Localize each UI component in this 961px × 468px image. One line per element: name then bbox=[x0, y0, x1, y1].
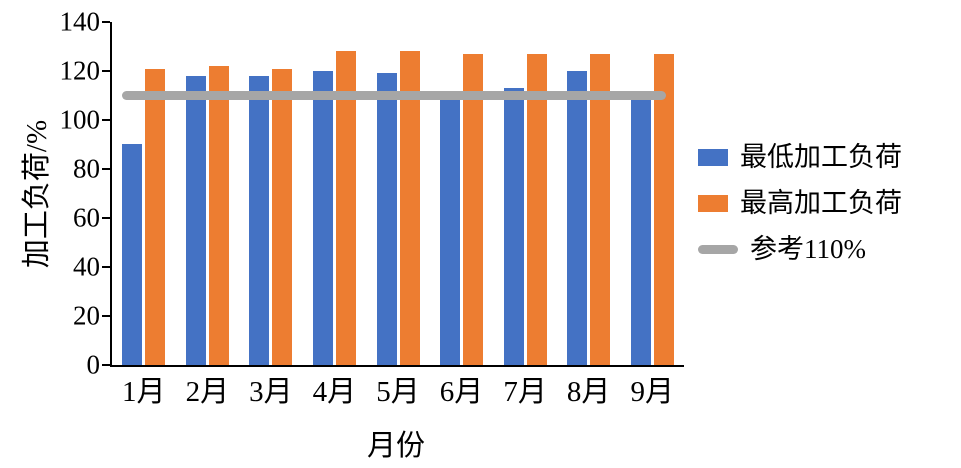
bar-最低加工负荷-8月 bbox=[567, 71, 587, 365]
x-tick-label: 3月 bbox=[249, 376, 293, 408]
legend-swatch bbox=[698, 148, 728, 166]
y-tick-mark bbox=[102, 168, 110, 170]
legend-item: 最低加工负荷 bbox=[698, 142, 902, 172]
y-tick-mark bbox=[102, 119, 110, 121]
bar-最低加工负荷-1月 bbox=[122, 144, 142, 365]
plot-area: 0 20 40 60 80 100 120 140 1月 2月 3月 4月 5月 6月 7月 8月 9月 bbox=[60, 8, 684, 407]
y-tick-label: 40 bbox=[73, 251, 100, 282]
x-tick-label: 7月 bbox=[503, 376, 547, 408]
legend-item: 最高加工负荷 bbox=[698, 188, 902, 218]
y-tick-label: 0 bbox=[86, 349, 101, 380]
y-tick-label: 100 bbox=[59, 104, 101, 135]
bar-最高加工负荷-9月 bbox=[654, 54, 674, 365]
y-tick-mark bbox=[102, 364, 110, 366]
x-tick-label: 1月 bbox=[122, 376, 166, 408]
y-tick-label: 20 bbox=[73, 300, 100, 331]
y-tick-label: 140 bbox=[59, 6, 101, 37]
x-axis-title: 月份 bbox=[366, 430, 426, 462]
y-tick-mark bbox=[102, 70, 110, 72]
bar-最低加工负荷-7月 bbox=[504, 88, 524, 365]
bar-最高加工负荷-4月 bbox=[336, 51, 356, 365]
bar-最高加工负荷-5月 bbox=[400, 51, 420, 365]
bar-最高加工负荷-2月 bbox=[209, 66, 229, 365]
y-tick-mark bbox=[102, 21, 110, 23]
bar-最低加工负荷-3月 bbox=[249, 76, 269, 365]
legend-label: 参考110% bbox=[750, 234, 866, 264]
y-tick-mark bbox=[102, 266, 110, 268]
y-axis-title: 加工负荷/% bbox=[21, 119, 53, 269]
reference-line bbox=[122, 91, 666, 100]
x-tick-label: 4月 bbox=[312, 376, 357, 408]
bar-最低加工负荷-4月 bbox=[313, 71, 333, 365]
bar-最高加工负荷-7月 bbox=[527, 54, 547, 365]
bar-最低加工负荷-2月 bbox=[186, 76, 206, 365]
x-tick-label: 9月 bbox=[630, 376, 674, 408]
y-tick-label: 120 bbox=[59, 55, 101, 86]
bar-最低加工负荷-9月 bbox=[631, 95, 651, 365]
legend: 最低加工负荷 最高加工负荷参考110% bbox=[698, 142, 902, 264]
legend-line-swatch bbox=[698, 244, 738, 254]
bar-最高加工负荷-8月 bbox=[590, 54, 610, 365]
y-tick-label: 80 bbox=[73, 153, 100, 184]
bar-最高加工负荷-3月 bbox=[272, 69, 292, 365]
bar-最低加工负荷-5月 bbox=[377, 73, 397, 365]
legend-item-reference: 参考110% bbox=[698, 234, 902, 264]
x-tick-label: 2月 bbox=[185, 376, 230, 408]
legend-label: 最高加工负荷 bbox=[740, 188, 902, 218]
y-tick-mark bbox=[102, 315, 110, 317]
legend-label: 最低加工负荷 bbox=[740, 142, 902, 172]
y-tick-mark bbox=[102, 217, 110, 219]
x-tick-label: 6月 bbox=[439, 376, 484, 408]
bar-最低加工负荷-6月 bbox=[440, 95, 460, 365]
legend-swatch bbox=[698, 194, 728, 212]
y-tick-label: 60 bbox=[73, 202, 100, 233]
x-tick-label: 8月 bbox=[566, 376, 611, 408]
bar-最高加工负荷-1月 bbox=[145, 69, 165, 365]
bar-最高加工负荷-6月 bbox=[463, 54, 483, 365]
x-tick-label: 5月 bbox=[376, 376, 420, 408]
